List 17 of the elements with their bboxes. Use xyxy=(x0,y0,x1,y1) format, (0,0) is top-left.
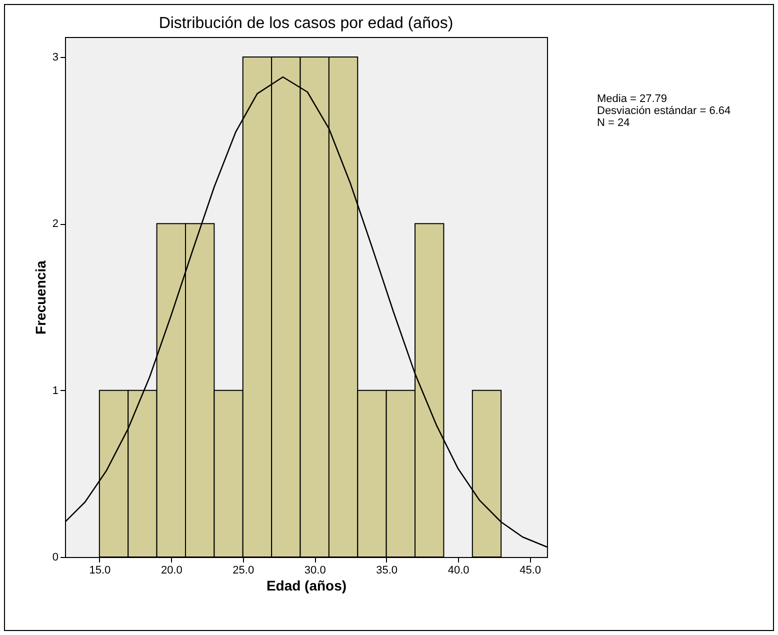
x-tick-label: 35.0 xyxy=(376,564,398,576)
y-axis-title: Frecuencia xyxy=(32,260,48,334)
y-tick-label: 3 xyxy=(52,52,58,64)
x-tick-label: 20.0 xyxy=(160,564,182,576)
y-tick-label: 1 xyxy=(52,384,58,397)
y-tick-label: 2 xyxy=(52,218,58,230)
x-tick-label: 15.0 xyxy=(89,564,111,576)
x-tick-label: 45.0 xyxy=(520,564,541,576)
x-axis-title: Edad (años) xyxy=(266,578,347,594)
chart-title: Distribución de los casos por edad (años) xyxy=(158,15,454,32)
text: Media = 27.79 xyxy=(597,93,668,105)
x-tick-label: 40.0 xyxy=(448,564,470,576)
y-tick-label: 0 xyxy=(52,552,58,564)
x-tick-label: 25.0 xyxy=(232,564,254,576)
text: Desviación estándar = 6.64 xyxy=(597,105,731,117)
x-tick-label: 30.0 xyxy=(304,564,326,576)
text: N = 24 xyxy=(597,117,631,129)
